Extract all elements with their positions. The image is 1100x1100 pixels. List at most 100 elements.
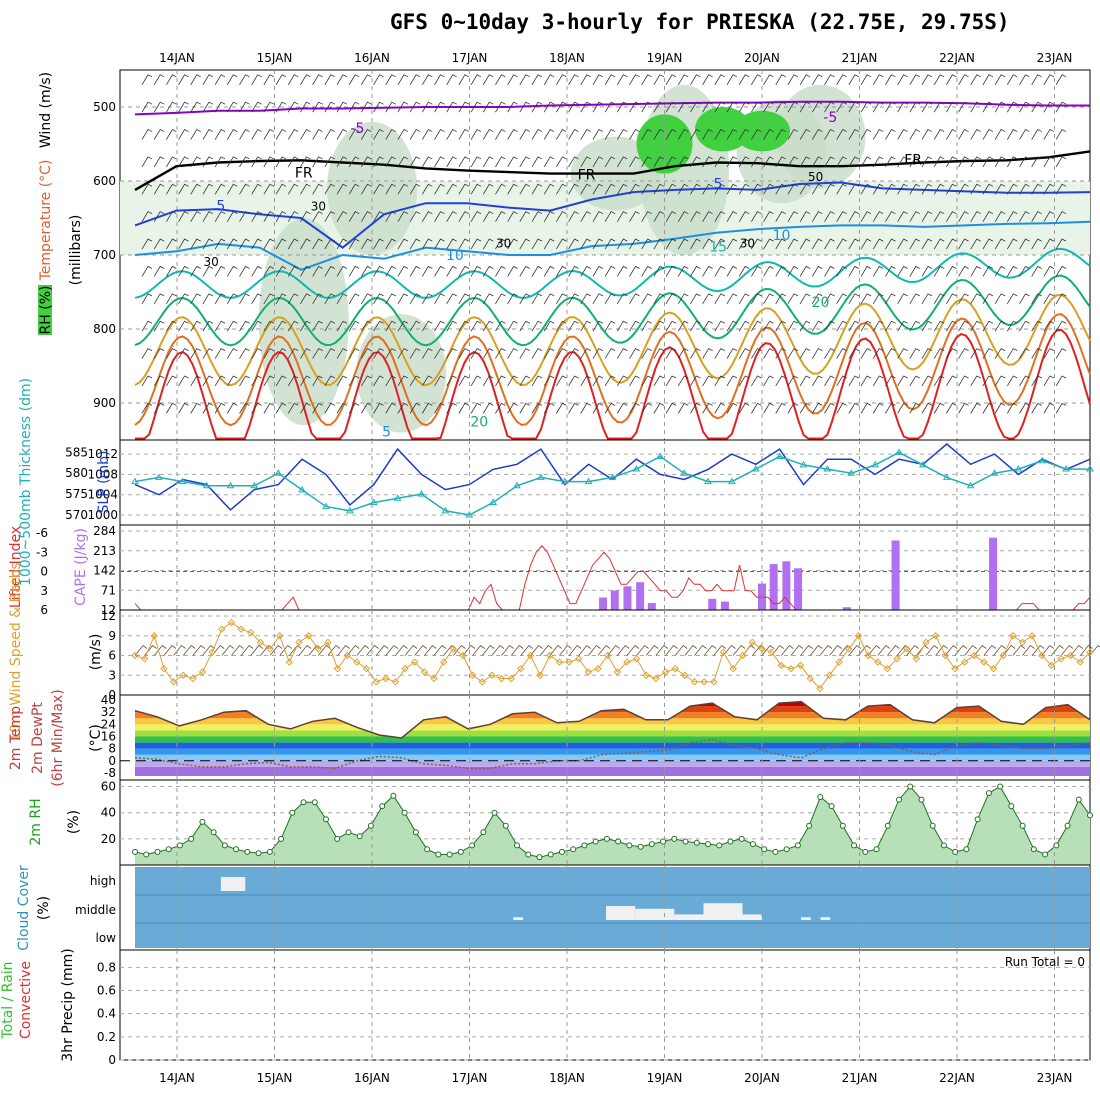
wind-barb <box>1055 348 1067 359</box>
wind-barb <box>202 129 214 140</box>
wind10m-barb <box>674 644 688 656</box>
wind-barb <box>714 101 725 113</box>
wind-barb <box>336 183 348 195</box>
wind-barb <box>421 293 433 305</box>
wind-speed-point <box>874 658 882 666</box>
wind-barb <box>1019 375 1030 387</box>
wind-barb <box>872 238 884 250</box>
wind10m-barb <box>983 644 997 656</box>
wind-barb <box>933 238 945 250</box>
wind-barb <box>482 293 494 305</box>
wind-speed-point <box>411 658 419 666</box>
wind-barb <box>787 238 799 250</box>
wind-speed-point <box>613 668 622 676</box>
wind-barb <box>202 348 214 359</box>
wind-barb <box>507 129 518 140</box>
wind-barb <box>397 238 409 250</box>
wind-barb <box>933 129 945 140</box>
wind-barb <box>811 402 823 414</box>
wind-barb <box>690 375 701 387</box>
rh2m-point <box>143 851 150 858</box>
wind-speed-point <box>835 658 843 666</box>
wind10m-barb <box>954 644 968 656</box>
wind-barb <box>458 320 470 332</box>
thickness-point <box>560 477 569 485</box>
rh2m-point <box>626 842 633 849</box>
wind-speed-point <box>710 678 718 686</box>
wind-barb <box>287 156 299 168</box>
wind-barb <box>385 265 396 277</box>
rh2m-point <box>817 794 824 800</box>
wind10m-barb <box>250 644 263 656</box>
rh2m-point <box>379 803 386 810</box>
thickness-point <box>1086 465 1094 472</box>
wind-barb <box>153 129 165 140</box>
wind-barb <box>897 293 908 305</box>
rh2m-unit: (%) <box>66 810 82 834</box>
wind-barb <box>738 320 750 332</box>
wind-speed-point <box>883 664 892 673</box>
wind-barb <box>982 129 994 140</box>
wind-barb <box>178 375 189 387</box>
wind10m-barb <box>568 644 582 656</box>
temp2m-tick-8: 8 <box>108 742 116 756</box>
wind-barb <box>446 293 457 305</box>
top-date-18JAN: 18JAN <box>549 51 585 65</box>
wind-barb <box>946 129 957 140</box>
wind-barb <box>811 156 823 168</box>
wind-speed-point <box>575 655 583 663</box>
wind-barb <box>324 238 335 250</box>
wind-barb <box>921 375 933 387</box>
wind-barb <box>214 74 226 86</box>
wind-speed-point <box>536 671 544 679</box>
rh2m-point <box>266 848 273 855</box>
wind-speed-point <box>140 655 149 663</box>
wind10m-barb <box>472 644 485 656</box>
wind10m-barb <box>877 644 891 656</box>
wind-barb <box>178 402 189 414</box>
precip-label-convective: Convective <box>18 961 34 1039</box>
wind-barb <box>348 402 360 414</box>
wind-barb <box>897 129 908 140</box>
wind-barb <box>226 74 238 86</box>
page-title: GFS 0~10day 3-hourly for PRIESKA (22.75E… <box>390 10 1010 34</box>
wind-barb <box>1019 320 1030 332</box>
rh2m-point <box>806 822 813 829</box>
temp-band-9 <box>135 712 1090 719</box>
wind-barb <box>495 402 506 414</box>
wind-barb <box>677 265 689 277</box>
wind10m-barb <box>1041 644 1055 656</box>
wind-barb <box>397 293 409 305</box>
wind-speed-point <box>517 664 525 673</box>
wind-barb <box>726 348 738 359</box>
wind-barb <box>495 156 506 168</box>
wind-speed-point <box>247 628 255 637</box>
wind-speed-point <box>594 664 602 673</box>
wind-barb <box>300 74 311 86</box>
wind-barb <box>933 265 945 277</box>
wind-barb <box>811 101 823 113</box>
thickness-point <box>393 494 402 501</box>
wind-barb <box>860 348 872 359</box>
wind-barb <box>385 211 396 222</box>
wind-barb <box>153 211 165 222</box>
wind-barb <box>860 129 872 140</box>
wind-barb <box>970 375 981 387</box>
wind-barb <box>166 238 177 250</box>
wind-barb <box>763 183 774 195</box>
thickness-point <box>1038 456 1047 464</box>
wind10m-barb <box>453 644 466 656</box>
wind-barb <box>824 265 835 277</box>
wind-barb <box>592 74 604 86</box>
temp-label-12: 5 <box>382 424 391 440</box>
wind-barb <box>1006 375 1018 387</box>
rh2m-point <box>884 822 891 829</box>
wind-barb <box>385 156 396 168</box>
wind-barb <box>202 265 214 277</box>
temp-band-8 <box>135 718 1090 725</box>
wind-barb <box>312 183 323 195</box>
rh2m-point <box>165 846 172 853</box>
wind-barb <box>641 293 652 305</box>
series-temperature <box>134 700 1091 739</box>
wind-barb <box>1019 293 1030 305</box>
